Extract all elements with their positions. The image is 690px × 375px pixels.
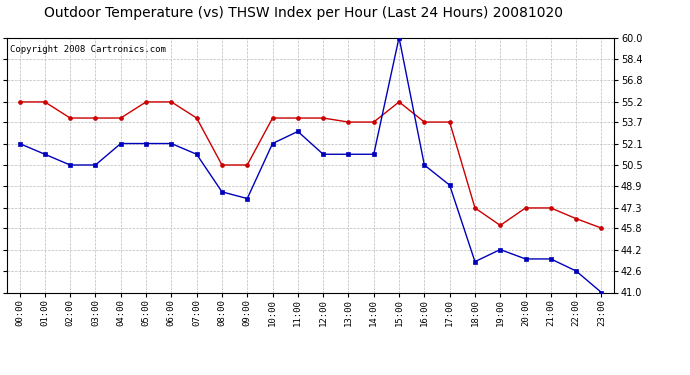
Text: Outdoor Temperature (vs) THSW Index per Hour (Last 24 Hours) 20081020: Outdoor Temperature (vs) THSW Index per … — [44, 6, 563, 20]
Text: Copyright 2008 Cartronics.com: Copyright 2008 Cartronics.com — [10, 45, 166, 54]
